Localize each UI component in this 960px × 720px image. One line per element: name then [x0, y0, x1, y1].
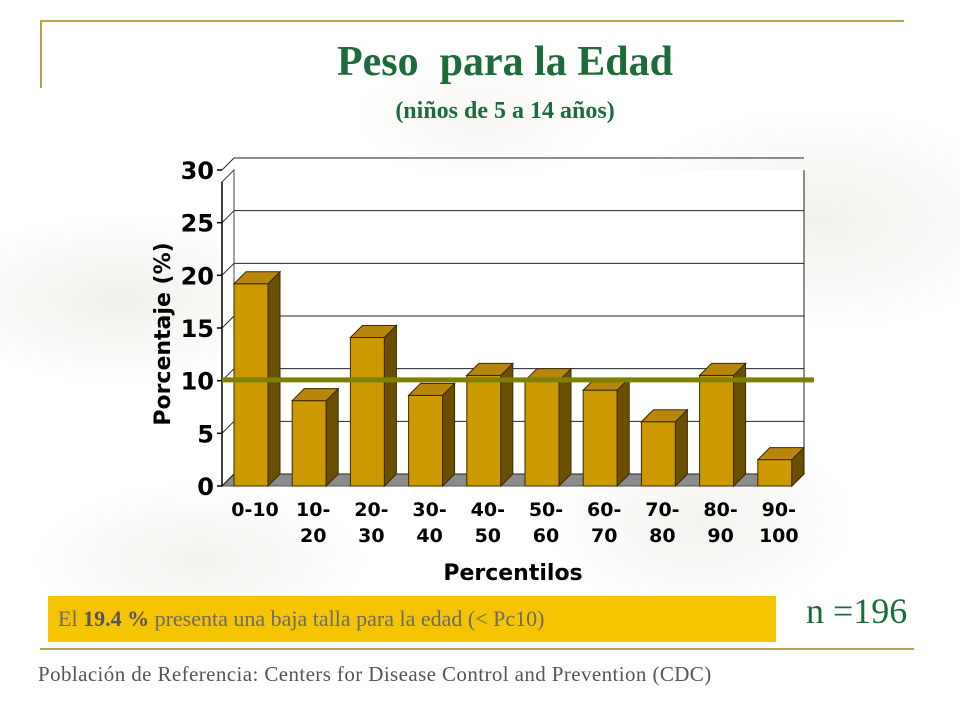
x-tick-label: 60 — [533, 525, 559, 547]
bar-side — [383, 324, 397, 488]
footer-reference: Población de Referencia: Centers for Dis… — [38, 662, 712, 686]
y-tick-label: 0 — [197, 473, 214, 501]
y-tick-label: 5 — [197, 420, 214, 448]
gridline-side — [221, 210, 235, 224]
bar — [408, 394, 444, 487]
bar-top — [407, 382, 456, 396]
gridline-side — [221, 262, 235, 276]
bar-top — [465, 362, 515, 376]
y-axis-title: Porcentaje (%) — [151, 242, 176, 425]
bar-side — [674, 408, 688, 488]
bar-top — [290, 388, 340, 402]
gridline-side — [221, 473, 235, 487]
bar-top — [232, 271, 282, 285]
x-tick-label: 60- — [587, 499, 621, 521]
y-tick-label: 10 — [181, 368, 214, 396]
x-tick-label: 70 — [591, 525, 617, 547]
plot-side-wall — [221, 168, 235, 488]
bar — [582, 389, 618, 487]
info-prefix: El — [58, 606, 84, 631]
bar-side — [616, 376, 630, 488]
bar-side — [442, 382, 456, 488]
gridline-side — [221, 157, 235, 171]
x-tick-label: 0-10 — [231, 499, 279, 521]
x-tick-label: 100 — [759, 525, 799, 547]
info-highlight: 19.4 % — [83, 606, 150, 631]
bar-top — [640, 409, 689, 423]
bar — [349, 336, 385, 487]
x-tick-label: 20 — [300, 525, 326, 547]
x-tick-label: 20- — [354, 499, 388, 521]
bar-side — [325, 387, 339, 488]
bar-top — [349, 324, 398, 338]
slide-title: Peso para la Edad — [336, 39, 674, 85]
x-axis-title: Percentilos — [443, 561, 582, 586]
y-tick-label: 15 — [181, 315, 214, 343]
bar — [640, 421, 676, 487]
bar — [757, 459, 793, 487]
x-tick-label: 50- — [529, 499, 563, 521]
bar — [291, 400, 327, 487]
slide-subtitle: (niños de 5 a 14 años) — [395, 98, 615, 124]
gridline-side — [221, 420, 235, 434]
left-rule — [40, 20, 42, 88]
x-tick-label: 10- — [296, 499, 330, 521]
x-tick-label: 70- — [645, 499, 679, 521]
x-tick-label: 50 — [475, 525, 501, 547]
sample-size-label: n =196 — [806, 591, 908, 631]
bar-side — [558, 367, 572, 488]
x-tick-label: 90- — [762, 499, 796, 521]
bottom-rule — [40, 648, 914, 650]
x-tick-label: 30 — [358, 525, 384, 547]
x-tick-label: 80 — [649, 525, 675, 547]
y-tick-label: 20 — [181, 262, 214, 290]
x-tick-label: 40- — [471, 499, 505, 521]
info-suffix: presenta una baja talla para la edad (< … — [149, 606, 545, 631]
bar — [233, 283, 269, 487]
x-tick-label: 30- — [412, 499, 446, 521]
y-tick-label: 30 — [181, 157, 214, 185]
bar — [699, 374, 735, 487]
x-tick-label: 80- — [703, 499, 737, 521]
top-rule — [40, 20, 904, 22]
bar — [466, 374, 502, 487]
bar — [524, 380, 560, 487]
y-tick-label: 25 — [181, 210, 214, 238]
bar-top — [698, 362, 747, 376]
x-tick-label: 40 — [416, 525, 442, 547]
x-tick-label: 90 — [707, 525, 733, 547]
info-box: El 19.4 % presenta una baja talla para l… — [48, 596, 776, 642]
gridline-side — [221, 315, 235, 329]
bar-top — [756, 447, 806, 461]
